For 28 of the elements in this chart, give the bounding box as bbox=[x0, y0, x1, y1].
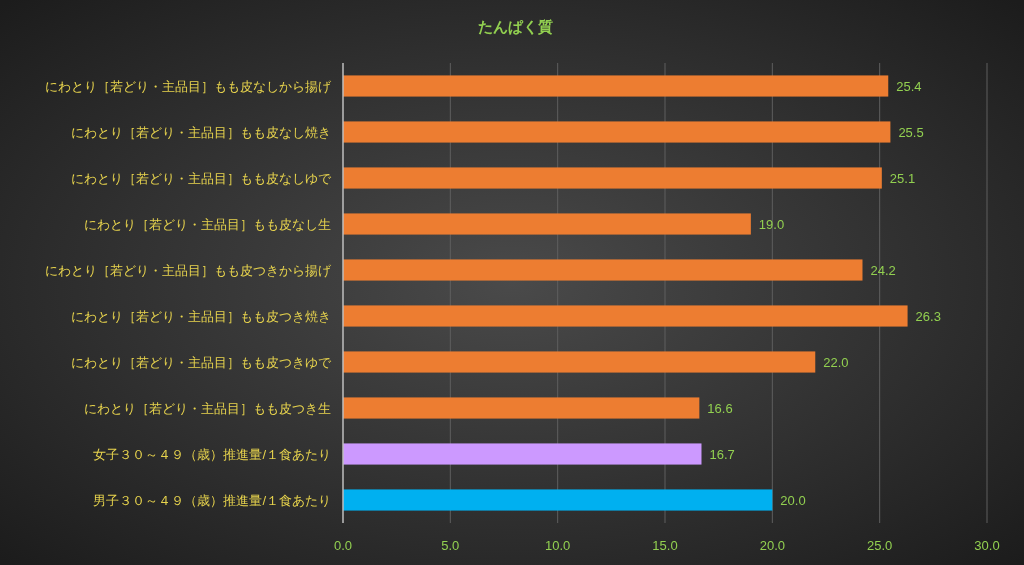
data-label: 20.0 bbox=[780, 493, 806, 508]
data-label: 16.7 bbox=[709, 447, 735, 462]
data-label: 26.3 bbox=[915, 309, 941, 324]
data-label: 25.5 bbox=[898, 125, 924, 140]
xtick: 0.0 bbox=[333, 538, 353, 553]
data-label: 25.4 bbox=[896, 79, 922, 94]
category: 女子３０～４９（歳）推進量/１食あたり bbox=[93, 447, 331, 462]
data-label: 24.2 bbox=[870, 263, 896, 278]
category: にわとり［若どり・主品目］もも皮なしゆで bbox=[71, 171, 331, 186]
category: にわとり［若どり・主品目］もも皮なし生 bbox=[84, 217, 331, 232]
data-label: 16.6 bbox=[707, 401, 733, 416]
xtick: 20.0 bbox=[759, 538, 785, 553]
xtick: 15.0 bbox=[652, 538, 678, 553]
category: にわとり［若どり・主品目］もも皮なし焼き bbox=[71, 125, 331, 140]
category: にわとり［若どり・主品目］もも皮なしから揚げ bbox=[45, 79, 331, 94]
data-label: 25.1 bbox=[889, 171, 916, 186]
category: にわとり［若どり・主品目］もも皮つき生 bbox=[84, 401, 331, 416]
xtick: 25.0 bbox=[867, 538, 893, 553]
title: たんぱく質 bbox=[477, 18, 553, 35]
data-label: 19.0 bbox=[758, 217, 785, 232]
category: にわとり［若どり・主品目］もも皮つき焼き bbox=[71, 309, 331, 324]
xtick: 10.0 bbox=[545, 538, 571, 553]
xtick: 5.0 bbox=[441, 538, 460, 553]
data-label: 22.0 bbox=[823, 355, 849, 370]
xtick: 30.0 bbox=[974, 538, 1000, 553]
category: にわとり［若どり・主品目］もも皮つきゆで bbox=[71, 355, 331, 370]
category: 男子３０～４９（歳）推進量/１食あたり bbox=[93, 493, 331, 508]
category: にわとり［若どり・主品目］もも皮つきから揚げ bbox=[45, 263, 331, 278]
